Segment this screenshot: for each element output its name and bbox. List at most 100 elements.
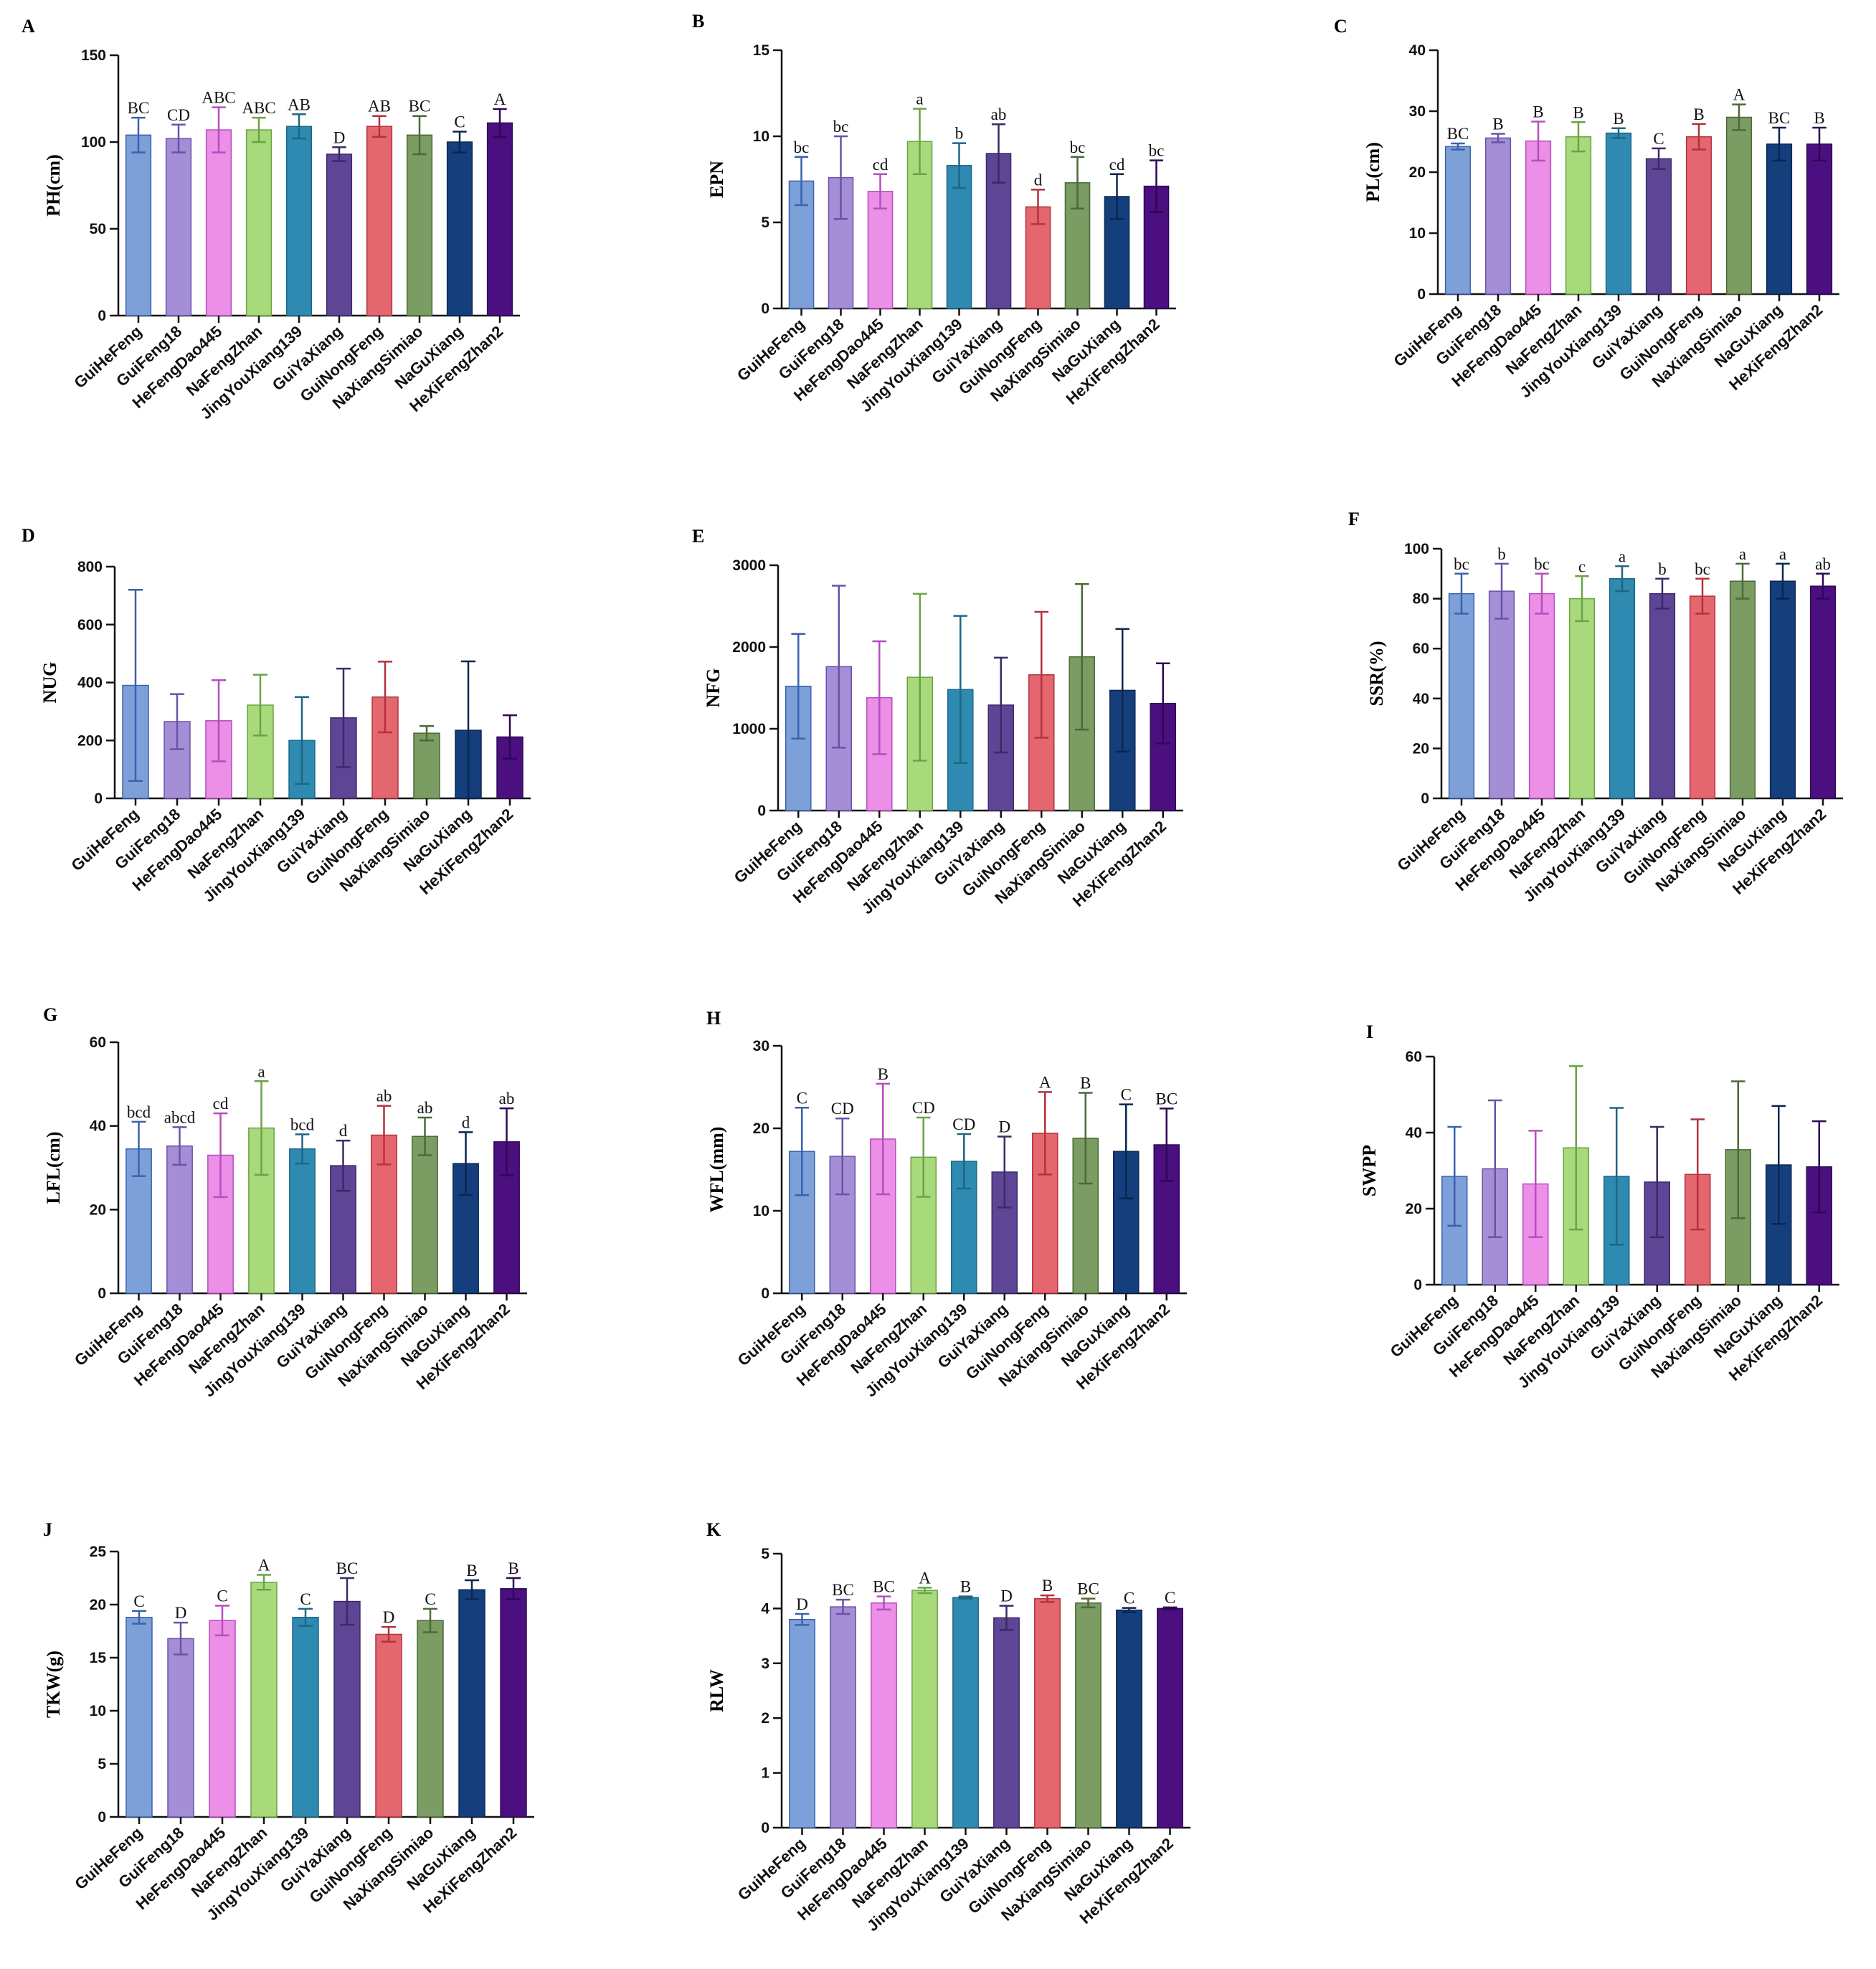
significance-letter: c xyxy=(1578,557,1586,575)
y-axis-title: RLW xyxy=(706,1669,727,1712)
error-bar xyxy=(876,1595,891,1611)
error-bar xyxy=(1531,121,1545,162)
significance-letter: bcd xyxy=(127,1103,151,1121)
significance-letter: A xyxy=(1039,1073,1051,1091)
error-bar xyxy=(1568,1065,1583,1231)
panel-b: B051015EPNbcGuiHeFengbcGuiFeng18cdHeFeng… xyxy=(692,11,1176,415)
significance-letter: D xyxy=(1000,1587,1013,1605)
y-tick-label: 0 xyxy=(761,1820,769,1836)
bar-nafengzhan xyxy=(1565,136,1592,295)
error-bar xyxy=(377,661,393,734)
error-bar xyxy=(1571,121,1586,153)
panel-letter: F xyxy=(1348,509,1360,529)
error-bar xyxy=(1732,103,1746,131)
y-tick-label: 30 xyxy=(1409,103,1426,120)
y-tick-label: 0 xyxy=(1417,286,1426,303)
panel-k: K012345RLWDGuiHeFengBCGuiFeng18BCHeFengD… xyxy=(706,1519,1190,1935)
y-tick-label: 4 xyxy=(761,1600,769,1617)
error-bar xyxy=(493,108,507,138)
error-bar xyxy=(916,1116,931,1198)
error-bar xyxy=(794,156,809,207)
bar-hexifengzhan2 xyxy=(1806,143,1833,295)
bar-naxiangsimiao xyxy=(1725,116,1753,295)
y-tick-label: 60 xyxy=(90,1034,106,1051)
error-bar xyxy=(1776,562,1790,600)
error-bar xyxy=(952,142,967,189)
y-tick-label: 0 xyxy=(1413,1277,1422,1293)
y-tick-label: 10 xyxy=(753,128,769,145)
error-bar xyxy=(1812,126,1827,162)
y-tick-label: 20 xyxy=(1409,164,1426,181)
bar-naxiangsimiao xyxy=(417,1620,444,1818)
error-bar xyxy=(1451,142,1465,151)
panel-letter: D xyxy=(22,525,35,546)
y-tick-label: 0 xyxy=(757,803,766,819)
y-tick-label: 40 xyxy=(1409,42,1426,59)
y-tick-label: 100 xyxy=(1404,541,1429,557)
panel-letter: B xyxy=(692,11,704,32)
bar-naxiangsimiao xyxy=(406,134,433,316)
bar-naxiangsimiao xyxy=(413,732,440,799)
bar-hexifengzhan2 xyxy=(1157,1607,1183,1828)
error-bar xyxy=(169,693,185,750)
y-axis-title: NFG xyxy=(703,669,724,708)
y-tick-label: 2 xyxy=(761,1710,769,1727)
bar-naxiangsimiao xyxy=(1075,1602,1102,1828)
significance-letter: C xyxy=(1121,1086,1132,1104)
error-bar xyxy=(336,1139,351,1192)
error-bar xyxy=(1692,123,1706,151)
bar-guihefeng xyxy=(1444,146,1472,295)
error-bar xyxy=(252,674,268,737)
significance-letter: BC xyxy=(1155,1090,1178,1108)
y-tick-label: 10 xyxy=(753,1203,769,1219)
significance-letter: bc xyxy=(1534,555,1550,573)
error-bar xyxy=(795,1107,810,1196)
y-tick-label: 20 xyxy=(90,1597,106,1613)
panel-letter: I xyxy=(1366,1021,1373,1042)
error-bar xyxy=(872,640,887,755)
bar-guihefeng xyxy=(789,1618,815,1828)
panel-letter: J xyxy=(43,1519,52,1540)
significance-letter: A xyxy=(494,90,506,108)
significance-letter: a xyxy=(1779,545,1786,563)
significance-letter: BC xyxy=(1447,125,1469,143)
y-tick-label: 20 xyxy=(90,1201,106,1218)
error-bar xyxy=(958,1595,973,1600)
significance-letter: AB xyxy=(368,98,391,115)
error-bar xyxy=(1149,159,1164,213)
panel-a: A050100150PH(cm)BCGuiHeFengCDGuiFeng18AB… xyxy=(22,16,520,422)
error-bar xyxy=(292,113,306,140)
y-tick-label: 80 xyxy=(1413,591,1429,608)
significance-letter: B xyxy=(1693,105,1704,123)
significance-letter: B xyxy=(1042,1577,1053,1595)
error-bar xyxy=(1034,610,1049,739)
error-bar xyxy=(339,1577,355,1626)
bar-hexifengzhan2 xyxy=(1153,1144,1180,1294)
bar-guihefeng xyxy=(1448,592,1475,799)
error-bar xyxy=(213,1112,228,1199)
error-bar xyxy=(294,696,310,785)
significance-letter: ABC xyxy=(202,89,235,107)
bar-hefengdao445 xyxy=(1528,592,1555,799)
y-tick-label: 0 xyxy=(1421,790,1429,807)
bar-guifeng18 xyxy=(830,1606,856,1828)
significance-letter: BC xyxy=(1077,1580,1099,1598)
error-bar xyxy=(464,1579,480,1600)
bar-hexifengzhan2 xyxy=(1809,585,1837,799)
bar-guinongfeng xyxy=(1034,1597,1061,1828)
significance-letter: bc xyxy=(833,118,849,136)
bar-guifeng18 xyxy=(165,138,192,316)
y-tick-label: 30 xyxy=(753,1038,769,1054)
significance-letter: BC xyxy=(1768,109,1791,127)
error-bar xyxy=(128,589,143,783)
bar-naguxiang xyxy=(1116,1609,1142,1828)
bar-nafengzhan xyxy=(250,1582,278,1818)
error-bar xyxy=(1078,1092,1093,1185)
significance-letter: a xyxy=(257,1062,265,1080)
y-tick-label: 600 xyxy=(77,617,103,633)
error-bar xyxy=(1695,577,1710,615)
error-bar xyxy=(1649,1125,1664,1238)
error-bar xyxy=(997,1135,1012,1209)
bar-nafengzhan xyxy=(1568,598,1596,799)
error-bar xyxy=(1772,126,1786,162)
